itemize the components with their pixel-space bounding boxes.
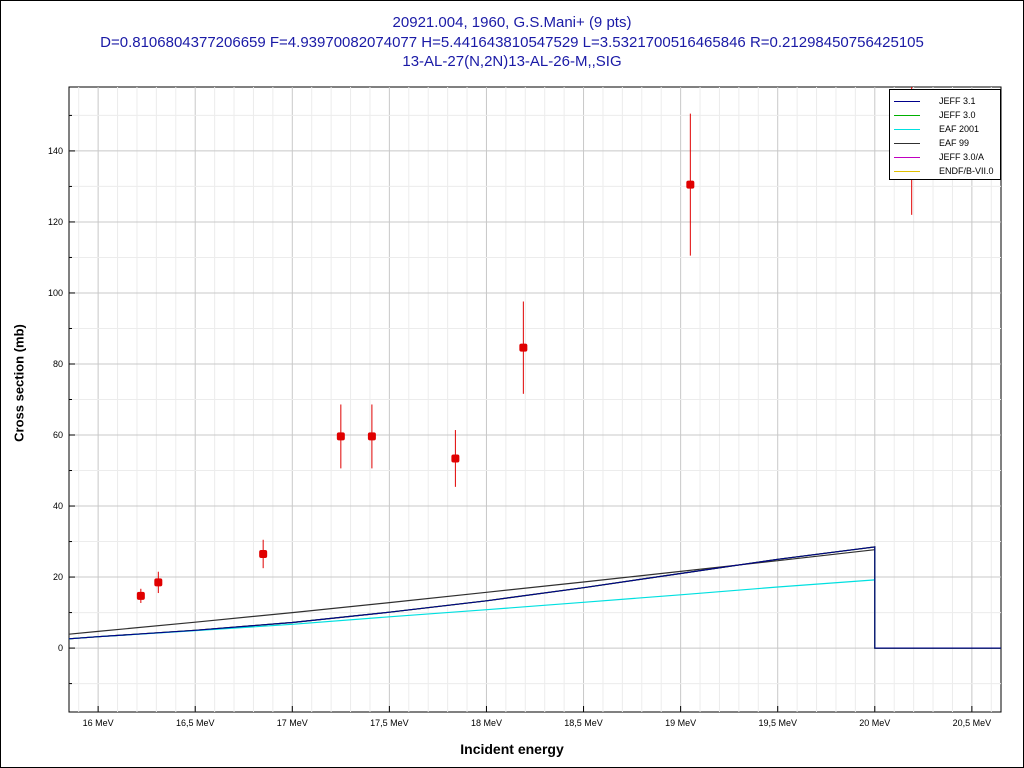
x-tick-label: 20 MeV — [859, 718, 890, 728]
series-group — [68, 546, 1001, 649]
y-tick-label: 20 — [53, 572, 63, 582]
legend-label: EAF 99 — [939, 138, 970, 148]
data-point — [136, 591, 145, 600]
y-tick-label: 0 — [58, 643, 63, 653]
legend-item: JEFF 3.1 — [894, 95, 998, 108]
chart-subtitle-parameters: D=0.8106804377206659 F=4.93970082074077 … — [100, 34, 924, 51]
legend-swatch — [894, 129, 920, 130]
y-tick-label: 100 — [48, 288, 63, 298]
x-tick-label: 18 MeV — [471, 718, 502, 728]
data-point — [259, 549, 268, 558]
legend-item: JEFF 3.0 — [894, 109, 998, 122]
legend-item: EAF 2001 — [894, 123, 998, 136]
y-tick-label: 60 — [53, 430, 63, 440]
legend: JEFF 3.1 JEFF 3.0 EAF 2001 EAF 99 JEFF 3.0/A… — [889, 89, 1001, 180]
data-point — [154, 578, 163, 587]
x-tick-label: 19 MeV — [665, 718, 696, 728]
legend-label: JEFF 3.1 — [939, 96, 976, 106]
series-line-jeff-3-1 — [68, 546, 1001, 649]
y-axis-label: Cross section (mb) — [11, 324, 27, 442]
x-tick-label: 16,5 MeV — [176, 718, 215, 728]
legend-swatch — [894, 115, 920, 116]
y-tick-label: 40 — [53, 501, 63, 511]
chart-title: 20921.004, 1960, G.S.Mani+ (9 pts) — [392, 14, 632, 31]
grid — [69, 87, 1001, 712]
x-axis-label: Incident energy — [460, 741, 564, 757]
legend-item: ENDF/B-VII.0 — [894, 165, 998, 178]
x-tick-label: 16 MeV — [83, 718, 114, 728]
data-point — [336, 432, 345, 441]
legend-swatch — [894, 143, 920, 144]
legend-label: JEFF 3.0/A — [939, 152, 985, 162]
legend-item: JEFF 3.0/A — [894, 151, 998, 164]
legend-label: ENDF/B-VII.0 — [939, 166, 994, 176]
data-point — [451, 454, 460, 463]
legend-swatch — [894, 157, 920, 158]
x-tick-label: 19,5 MeV — [758, 718, 797, 728]
legend-label: EAF 2001 — [939, 124, 980, 134]
x-tick-label: 17,5 MeV — [370, 718, 409, 728]
legend-swatch — [894, 101, 920, 102]
chart-subtitle-reaction: 13-AL-27(N,2N)13-AL-26-M,,SIG — [402, 53, 622, 70]
y-tick-label: 80 — [53, 359, 63, 369]
data-point — [519, 343, 528, 352]
legend-swatch — [894, 171, 920, 172]
data-point — [367, 432, 376, 441]
legend-item: EAF 99 — [894, 137, 998, 150]
y-tick-label: 120 — [48, 217, 63, 227]
x-tick-label: 18,5 MeV — [564, 718, 603, 728]
x-tick-label: 20,5 MeV — [953, 718, 992, 728]
legend-label: JEFF 3.0 — [939, 110, 976, 120]
x-tick-label: 17 MeV — [277, 718, 308, 728]
axes: 0 20 40 60 80 100 120 140 16 MeV 16,5 MeV 17 MeV 17… — [48, 114, 992, 728]
y-tick-label: 140 — [48, 146, 63, 156]
data-point — [686, 180, 695, 189]
